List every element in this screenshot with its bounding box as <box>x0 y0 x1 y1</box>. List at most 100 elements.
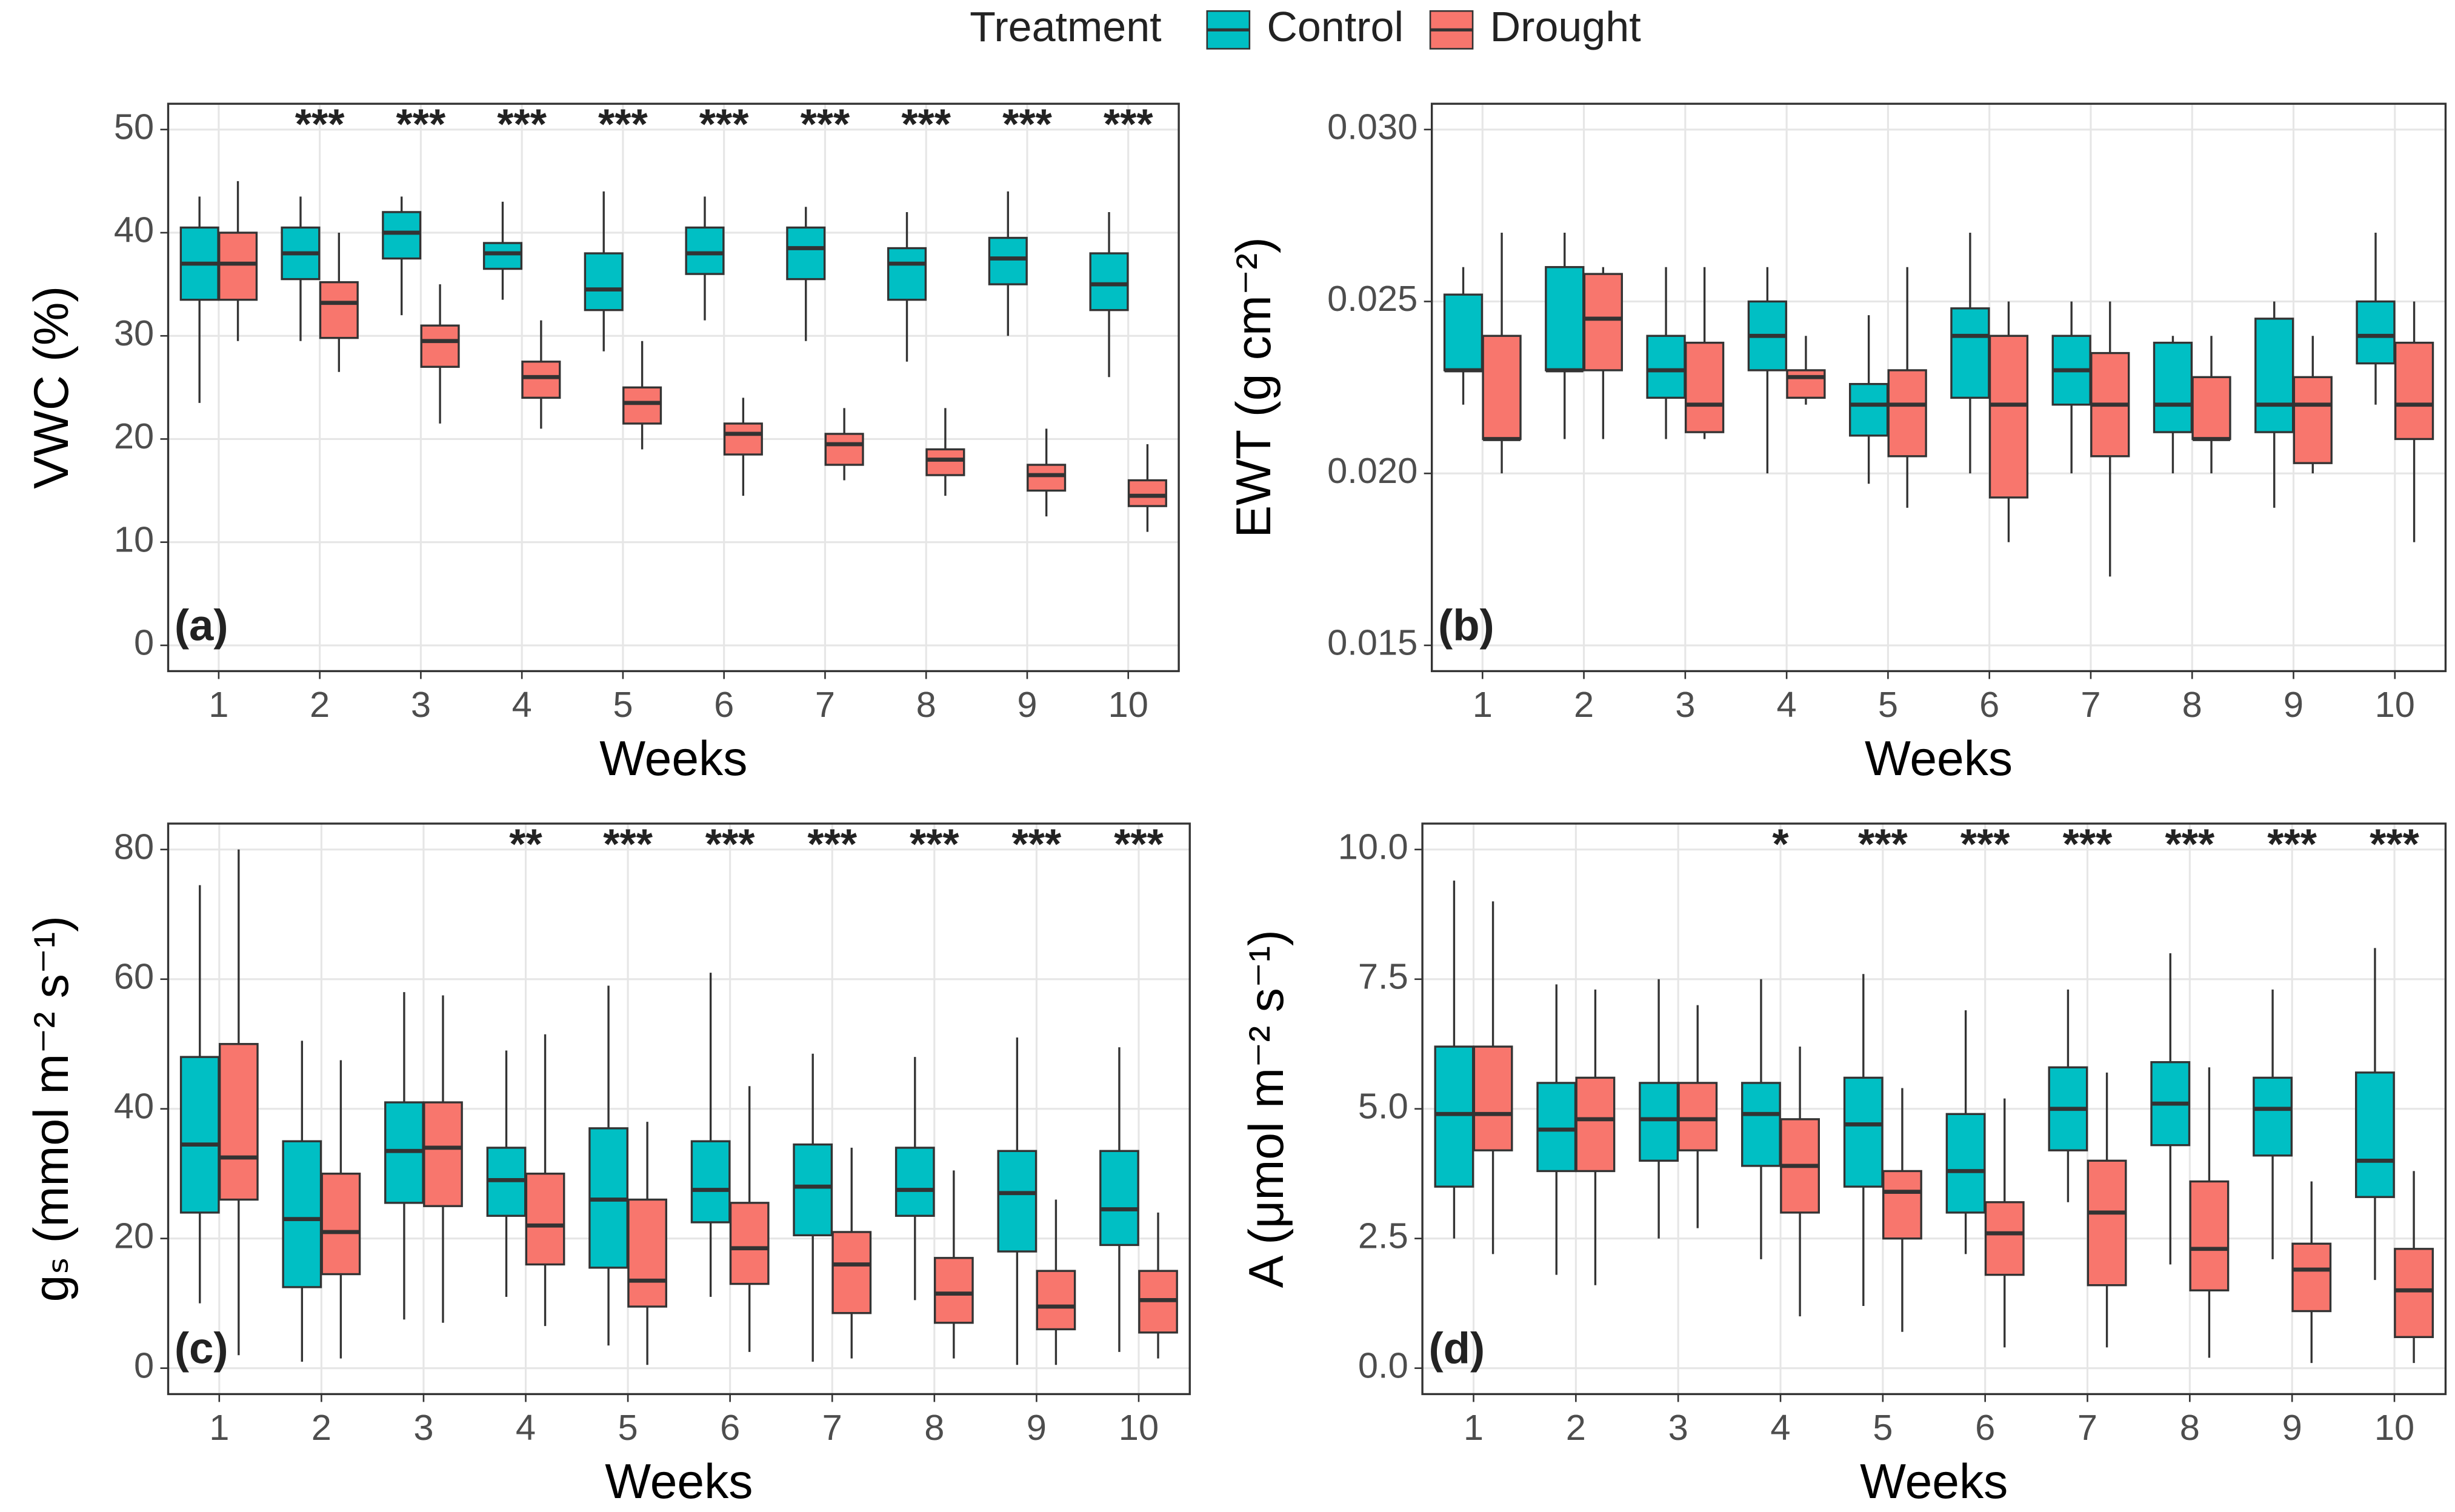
x-tick-label: 2 <box>310 684 330 725</box>
y-axis-title: EWT (g cm⁻²) <box>1227 237 1281 538</box>
significance-label: *** <box>705 820 755 867</box>
box <box>1434 1045 1474 1188</box>
x-axis-title: Weeks <box>1865 731 2013 786</box>
x-tick-label: 10 <box>1119 1407 1159 1448</box>
x-tick-label: 6 <box>1975 1407 1995 1448</box>
x-tick-label: 3 <box>1675 684 1695 725</box>
y-tick-label: 2.5 <box>1358 1215 1408 1256</box>
significance-label: * <box>1772 820 1789 867</box>
panel-label: (c) <box>175 1324 228 1373</box>
y-tick-label: 30 <box>114 313 154 353</box>
box <box>1036 1270 1076 1331</box>
x-tick-label: 7 <box>2077 1407 2097 1448</box>
box <box>933 1257 974 1324</box>
x-tick-label: 1 <box>1473 684 1493 725</box>
y-axis-title: gₛ (mmol m⁻² s⁻¹) <box>24 916 79 1302</box>
box <box>420 324 460 368</box>
box <box>685 226 725 275</box>
plot-border <box>1430 102 2447 673</box>
x-tick-label: 1 <box>1464 1407 1484 1448</box>
box <box>218 1043 259 1201</box>
x-tick-label: 3 <box>411 684 431 725</box>
box <box>1583 273 1623 371</box>
box <box>1882 1170 1922 1240</box>
y-tick-label: 50 <box>114 107 154 147</box>
box <box>1684 341 1725 433</box>
y-tick-label: 80 <box>114 827 154 867</box>
x-tick-label: 4 <box>512 684 532 725</box>
x-tick-label: 9 <box>1017 684 1037 725</box>
box <box>1741 1082 1781 1167</box>
box <box>2191 376 2231 441</box>
box <box>690 1140 731 1224</box>
box <box>179 1056 220 1214</box>
x-tick-label: 3 <box>413 1407 433 1448</box>
y-tick-label: 0 <box>134 622 154 663</box>
y-tick-label: 0.015 <box>1327 622 1417 663</box>
significance-label: *** <box>1002 101 1052 148</box>
x-tick-label: 7 <box>2080 684 2100 725</box>
significance-label: *** <box>2267 820 2317 867</box>
box <box>319 281 359 339</box>
box <box>282 1140 322 1288</box>
box <box>1127 479 1167 507</box>
significance-label: *** <box>598 101 648 148</box>
legend-title: Treatment <box>970 3 1161 50</box>
y-tick-label: 10.0 <box>1338 827 1408 867</box>
x-tick-label: 9 <box>1027 1407 1047 1448</box>
plot-border <box>167 102 1180 673</box>
y-tick-label: 0.025 <box>1327 278 1417 319</box>
x-tick-label: 8 <box>2182 684 2202 725</box>
box <box>627 1198 667 1308</box>
box <box>2087 1159 2127 1287</box>
box <box>1945 1113 1986 1214</box>
x-tick-label: 2 <box>311 1407 331 1448</box>
box <box>1950 307 1990 399</box>
box <box>1473 1045 1513 1151</box>
box <box>1786 369 1826 399</box>
box <box>723 422 763 456</box>
box <box>2293 376 2333 464</box>
x-tick-label: 9 <box>2283 684 2303 725</box>
y-tick-label: 7.5 <box>1358 956 1408 997</box>
x-tick-label: 5 <box>1878 684 1898 725</box>
box <box>2394 341 2434 441</box>
significance-label: *** <box>1104 101 1153 148</box>
box <box>2254 318 2294 433</box>
x-tick-label: 5 <box>1873 1407 1893 1448</box>
box <box>1646 335 1686 399</box>
x-axis-title: Weeks <box>599 731 747 786</box>
significance-label: *** <box>1114 820 1164 867</box>
y-tick-label: 5.0 <box>1358 1085 1408 1126</box>
x-tick-label: 8 <box>2180 1407 2200 1448</box>
box <box>1443 293 1484 371</box>
y-tick-label: 40 <box>114 1085 154 1126</box>
plot-border <box>1421 822 2447 1396</box>
x-tick-label: 2 <box>1574 684 1594 725</box>
x-axis-title: Weeks <box>605 1454 753 1509</box>
box <box>831 1231 872 1314</box>
x-tick-label: 4 <box>1770 1407 1790 1448</box>
box <box>2291 1242 2332 1313</box>
x-tick-label: 3 <box>1668 1407 1688 1448</box>
y-axis-title: A (μmol m⁻² s⁻¹) <box>1239 930 1294 1288</box>
box <box>2189 1180 2230 1291</box>
significance-label: *** <box>2165 820 2214 867</box>
box <box>218 231 258 301</box>
box <box>2253 1076 2293 1157</box>
significance-label: *** <box>1012 820 1062 867</box>
x-tick-label: 7 <box>815 684 835 725</box>
y-tick-label: 40 <box>114 210 154 250</box>
box <box>2356 300 2396 365</box>
significance-label: *** <box>396 101 446 148</box>
x-tick-label: 8 <box>916 684 936 725</box>
x-tick-label: 6 <box>1979 684 1999 725</box>
significance-label: *** <box>497 101 547 148</box>
x-tick-label: 5 <box>613 684 633 725</box>
y-tick-label: 10 <box>114 519 154 559</box>
box <box>824 433 864 466</box>
box <box>2394 1248 2434 1338</box>
significance-label: *** <box>807 820 857 867</box>
